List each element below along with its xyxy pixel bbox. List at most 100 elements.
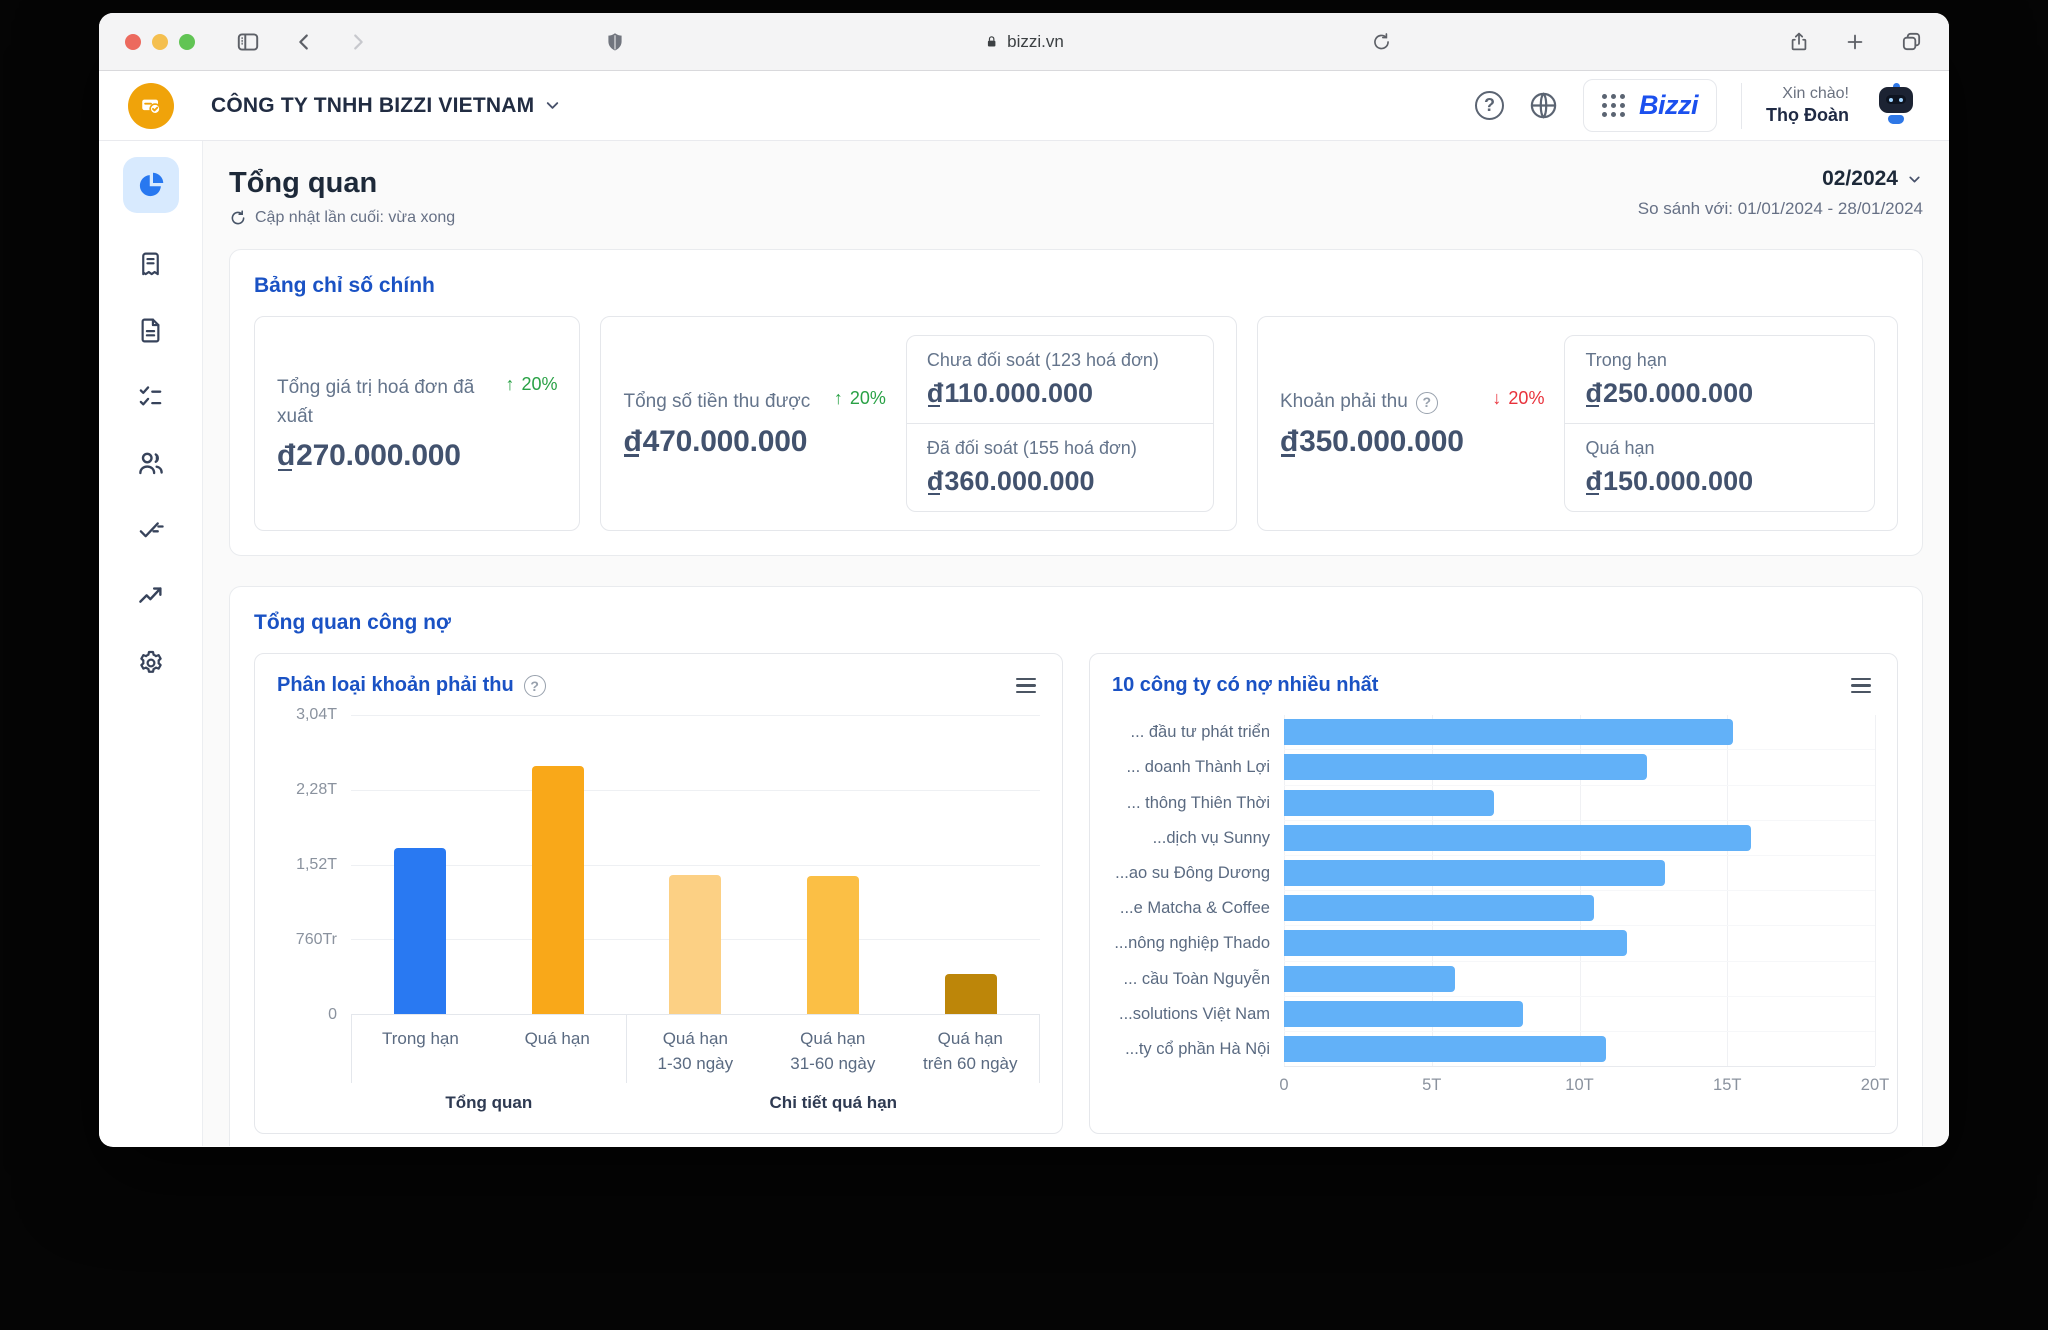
bar-9[interactable] xyxy=(1284,1036,1607,1063)
bar-row xyxy=(1284,960,1875,996)
bar-5[interactable] xyxy=(1284,895,1595,922)
language-globe-icon[interactable] xyxy=(1528,90,1559,121)
company-label: ...nông nghiệp Thado xyxy=(1114,934,1270,953)
user-greeting: Xin chào! Thọ Đoàn xyxy=(1766,84,1849,127)
sidebar-item-checklist[interactable] xyxy=(136,382,165,411)
sidebar-item-customers[interactable] xyxy=(136,448,166,478)
bar-row xyxy=(1284,890,1875,925)
bar-4[interactable] xyxy=(1284,860,1666,887)
help-icon[interactable]: ? xyxy=(523,674,546,697)
browser-window: bizzi.vn xyxy=(99,13,1949,1147)
sidebar-item-reports[interactable] xyxy=(136,581,166,611)
category-group: Trong hạn Quá hạn xyxy=(351,1015,627,1084)
last-updated: Cập nhật lần cuối: vừa xong xyxy=(229,209,455,227)
horizontal-bar-chart: ... đầu tư phát triển ... doanh Thành Lợi… xyxy=(1112,715,1889,1101)
receipt-icon xyxy=(142,252,159,276)
url-text: bizzi.vn xyxy=(1007,31,1064,51)
help-icon[interactable]: ? xyxy=(1474,91,1504,120)
forward-button[interactable] xyxy=(347,31,369,53)
refresh-icon[interactable] xyxy=(229,209,247,227)
bar-2[interactable] xyxy=(669,874,722,1015)
privacy-shield-icon[interactable] xyxy=(604,30,626,54)
zoom-window-button[interactable] xyxy=(179,33,195,50)
check-tasks-icon xyxy=(139,522,164,538)
help-icon[interactable]: ? xyxy=(1415,391,1438,414)
x-tick-label: 10T xyxy=(1565,1076,1594,1095)
checklist-icon xyxy=(139,386,162,406)
bar-6[interactable] xyxy=(1284,930,1627,957)
avatar[interactable] xyxy=(1873,82,1919,129)
gridline xyxy=(1875,715,1876,1067)
trend-arrow-icon: ↑ xyxy=(833,388,843,409)
address-bar[interactable]: bizzi.vn xyxy=(984,32,1064,52)
page-title: Tổng quan xyxy=(229,167,378,199)
back-button[interactable] xyxy=(293,31,315,53)
lock-icon xyxy=(987,36,996,47)
sidebar-item-settings[interactable] xyxy=(136,648,166,678)
bar-slot xyxy=(489,715,627,1015)
bar-8[interactable] xyxy=(1284,1000,1524,1027)
y-axis-labels: 3,04T 2,28T 1,52T 760Tr 0 xyxy=(277,706,351,1023)
browser-toolbar: bizzi.vn xyxy=(99,13,1949,71)
sidebar-item-invoices[interactable] xyxy=(136,250,165,279)
company-label: ...ao su Đông Dương xyxy=(1115,864,1270,883)
vertical-bar-chart: 3,04T 2,28T 1,52T 760Tr 0 Trong hạn Quá hạn Quá… xyxy=(277,706,1040,1113)
kpi-heading: Bảng chỉ số chính xyxy=(254,274,435,297)
minimize-window-button[interactable] xyxy=(152,33,168,50)
company-label: ...e Matcha & Coffee xyxy=(1119,899,1270,918)
breakdown-row-overdue: Quá hạn đ150.000.000 xyxy=(1565,423,1874,511)
trend-badge: ↑ 20% xyxy=(505,374,558,394)
close-window-button[interactable] xyxy=(125,33,141,50)
y-tick-label: 3,04T xyxy=(296,706,337,724)
tabs-overview-icon[interactable] xyxy=(1900,30,1923,53)
bar-slot xyxy=(351,715,489,1015)
x-tick-label: 5T xyxy=(1422,1076,1442,1095)
debt-panel: Tổng quan công nợ Phân loại khoản phải t… xyxy=(229,586,1923,1146)
bar-0[interactable] xyxy=(393,847,446,1015)
bar-0[interactable] xyxy=(1284,719,1734,746)
category-group: Quá hạn 1-30 ngày Quá hạn 31-60 ngày Quá hạn… xyxy=(627,1015,1040,1084)
bizzi-logo: Bizzi xyxy=(1638,90,1699,120)
gear-icon xyxy=(139,650,162,673)
main-content: Tổng quan Cập nhật lần cuối: vừa xong 02… xyxy=(203,141,1949,1146)
dong-currency: đ xyxy=(623,424,642,458)
sidebar-item-approvals[interactable] xyxy=(136,515,165,544)
bar-7[interactable] xyxy=(1284,965,1456,992)
chart-menu-icon[interactable] xyxy=(1847,674,1875,697)
bar-2[interactable] xyxy=(1284,789,1494,816)
bar-3[interactable] xyxy=(1284,824,1751,851)
share-icon[interactable] xyxy=(1788,30,1810,54)
sidebar-item-dashboard[interactable] xyxy=(122,157,179,213)
company-switcher[interactable]: CÔNG TY TNHH BIZZI VIETNAM xyxy=(211,94,562,118)
period-selector[interactable]: 02/2024 xyxy=(1638,167,1923,191)
kpi-card-total-invoiced: Tổng giá trị hoá đơn đã xuất ↑ 20% đ270.0… xyxy=(254,316,581,531)
chart-menu-icon[interactable] xyxy=(1012,674,1040,697)
bizzi-apps-button[interactable]: Bizzi xyxy=(1582,79,1717,132)
sidebar-item-documents[interactable] xyxy=(136,316,165,345)
new-tab-icon[interactable] xyxy=(1844,31,1866,53)
kpi-card-title: Tổng số tiền thu được xyxy=(623,391,811,413)
trend-badge: ↓ 20% xyxy=(1492,388,1545,409)
bar-slot xyxy=(902,715,1040,1015)
bar-1[interactable] xyxy=(531,766,584,1015)
debt-heading: Tổng quan công nợ xyxy=(254,611,451,634)
category-label: Quá hạn trên 60 ngày xyxy=(923,1029,1018,1073)
app-logo[interactable] xyxy=(128,82,174,129)
company-name: CÔNG TY TNHH BIZZI VIETNAM xyxy=(211,93,535,117)
plot-grid xyxy=(1284,715,1876,1068)
bars-layer xyxy=(351,715,1040,1015)
y-tick-label: 1,52T xyxy=(296,856,337,874)
chart-title: Phân loại khoản phải thu xyxy=(277,674,514,697)
bar-row xyxy=(1284,995,1875,1031)
bar-1[interactable] xyxy=(1284,754,1648,781)
bar-3[interactable] xyxy=(807,876,860,1015)
chart-plot-area: 3,04T 2,28T 1,52T 760Tr 0 xyxy=(277,706,1040,1023)
plot-grid xyxy=(351,715,1040,1016)
gridline xyxy=(351,715,1040,717)
sidebar-toggle-icon[interactable] xyxy=(235,29,261,55)
reload-icon[interactable] xyxy=(1371,31,1392,52)
breakdown-row-reconciled: Đã đối soát (155 hoá đơn) đ360.000.000 xyxy=(906,423,1213,511)
category-label: Quá hạn xyxy=(524,1029,590,1049)
bar-4[interactable] xyxy=(945,973,998,1015)
breakdown-row-current: Trong hạn đ250.000.000 xyxy=(1585,350,1754,408)
